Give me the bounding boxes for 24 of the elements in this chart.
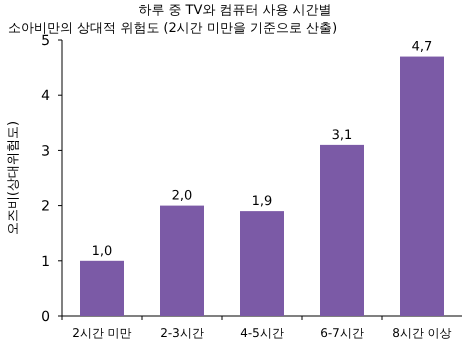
data-label: 3,1 xyxy=(332,128,352,143)
x-tick-label: 2시간 미만 xyxy=(72,326,132,340)
bar xyxy=(160,206,204,316)
y-tick-label: 1 xyxy=(41,254,50,270)
chart-title: 하루 중 TV와 컴퓨터 사용 시간별 xyxy=(138,3,332,18)
data-label: 4,7 xyxy=(412,40,432,55)
y-tick-label: 0 xyxy=(41,309,50,325)
data-label: 2,0 xyxy=(172,188,192,204)
bar xyxy=(240,211,284,316)
bar xyxy=(400,56,444,316)
data-label: 1,9 xyxy=(252,194,272,210)
bar xyxy=(80,260,124,316)
x-tick-label: 2-3시간 xyxy=(160,326,204,340)
chart-subtitle: 소아비만의 상대적 위험도 (2시간 미만을 기준으로 산출) xyxy=(8,21,338,36)
y-tick-label: 5 xyxy=(41,33,50,49)
data-label: 1,0 xyxy=(92,244,112,259)
x-tick-label: 4-5시간 xyxy=(240,326,284,340)
y-axis-title: 오즈비(상대위험도) xyxy=(6,120,21,236)
x-tick-label: 6-7시간 xyxy=(320,326,364,340)
x-tick-label: 8시간 이상 xyxy=(392,326,452,340)
y-tick-label: 3 xyxy=(41,143,50,160)
bar xyxy=(320,144,364,316)
y-tick-label: 2 xyxy=(41,198,50,215)
y-tick-label: 4 xyxy=(41,88,50,104)
